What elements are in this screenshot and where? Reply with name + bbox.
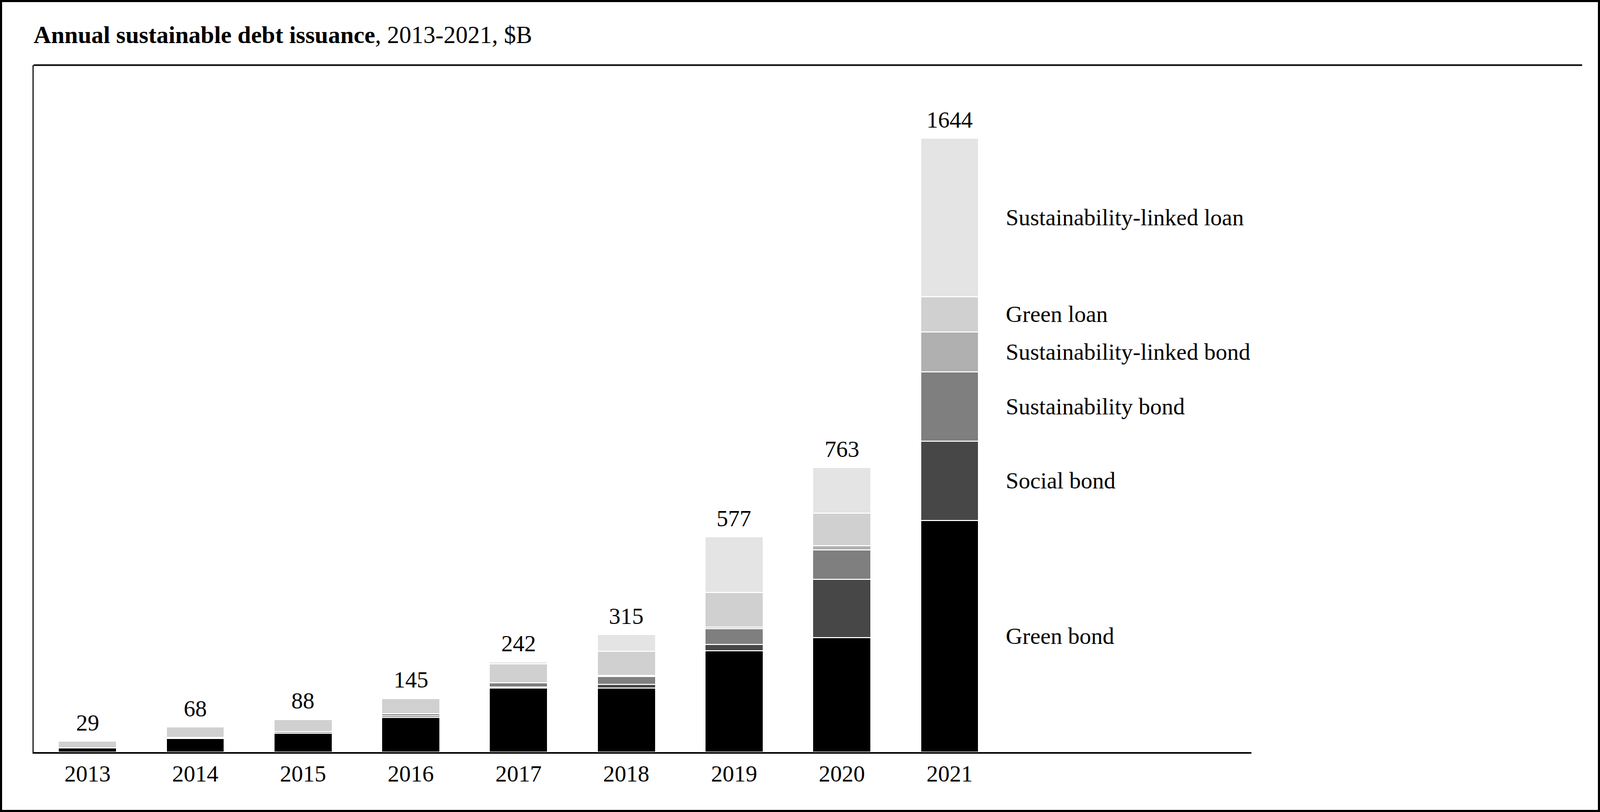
- svg-text:242: 242: [501, 630, 536, 657]
- svg-text:2017: 2017: [495, 760, 542, 787]
- svg-text:2014: 2014: [172, 760, 219, 787]
- svg-text:29: 29: [76, 709, 100, 736]
- svg-text:Sustainability-linked loan: Sustainability-linked loan: [1005, 204, 1244, 231]
- svg-text:2018: 2018: [603, 760, 650, 787]
- svg-text:1644: 1644: [926, 107, 973, 133]
- svg-text:88: 88: [291, 687, 315, 714]
- svg-text:Sustainability-linked bond: Sustainability-linked bond: [1005, 339, 1251, 365]
- svg-text:Sustainability bond: Sustainability bond: [1005, 393, 1185, 420]
- svg-text:145: 145: [393, 666, 429, 693]
- svg-text:577: 577: [716, 505, 752, 532]
- svg-text:2016: 2016: [387, 760, 435, 787]
- svg-text:2013: 2013: [64, 760, 111, 787]
- svg-text:315: 315: [608, 603, 644, 629]
- svg-text:Social bond: Social bond: [1005, 467, 1116, 494]
- svg-text:2021: 2021: [926, 760, 973, 787]
- svg-text:2019: 2019: [710, 760, 757, 787]
- svg-text:Green bond: Green bond: [1005, 623, 1115, 649]
- svg-text:763: 763: [824, 436, 860, 462]
- svg-text:2020: 2020: [818, 760, 866, 787]
- svg-text:Annual sustainable debt issuan: Annual sustainable debt issuance, 2013-2…: [33, 21, 533, 49]
- svg-text:2015: 2015: [279, 760, 326, 787]
- svg-text:Green loan: Green loan: [1005, 301, 1108, 328]
- svg-text:68: 68: [183, 695, 207, 722]
